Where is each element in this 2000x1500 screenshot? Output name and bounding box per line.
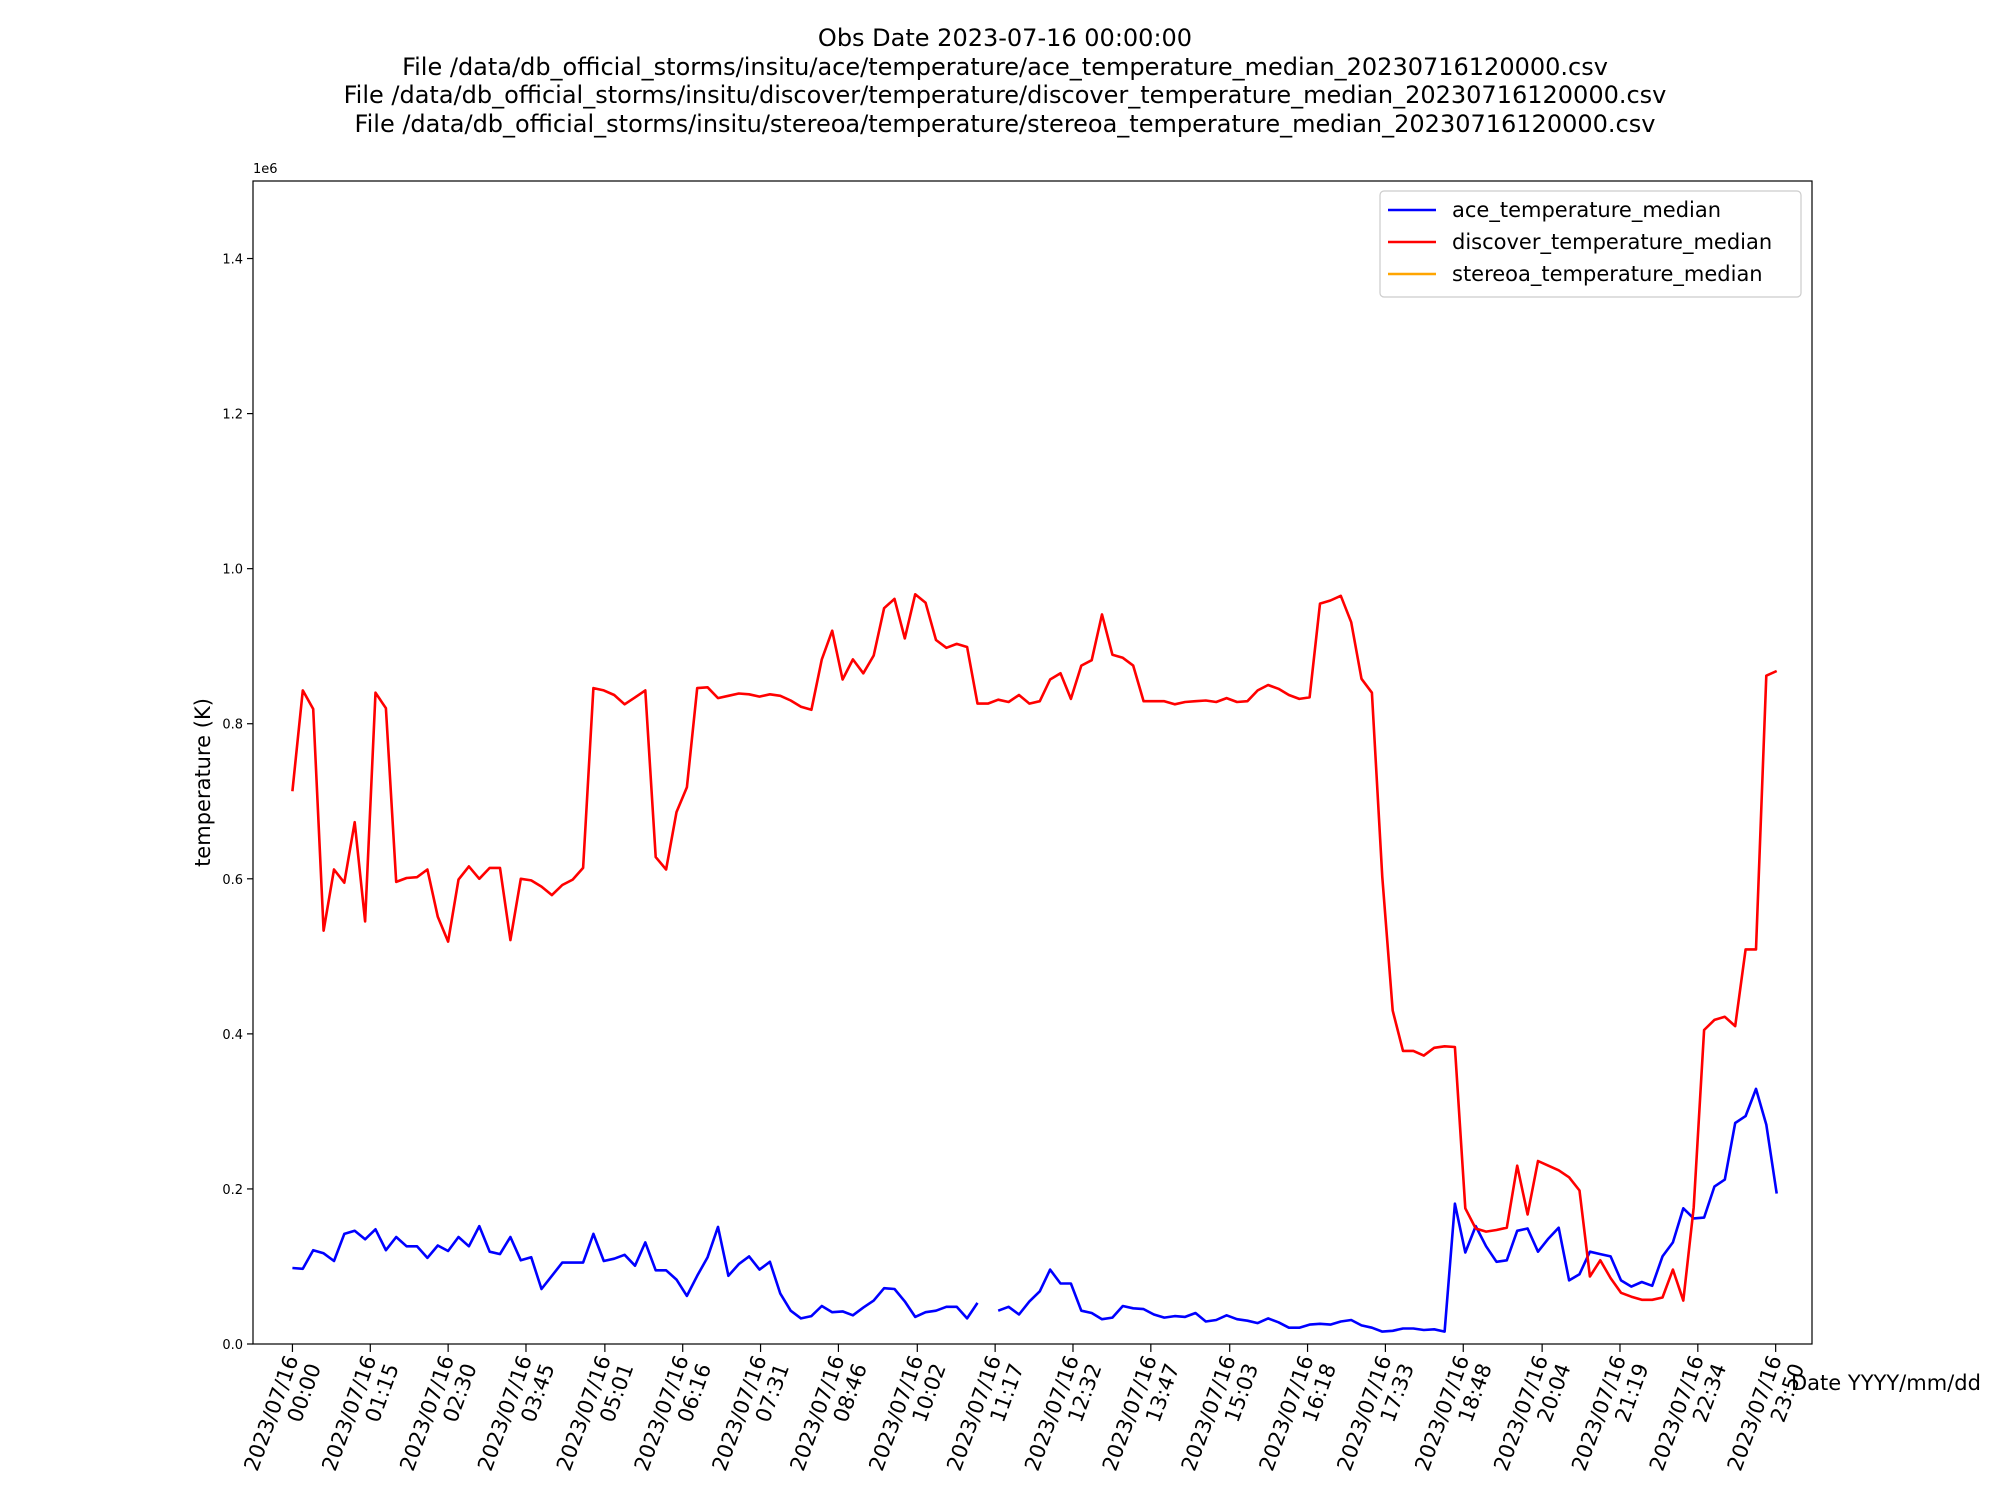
legend-entry-label: ace_temperature_median	[1452, 198, 1721, 223]
y-tick-label: 0.6	[222, 873, 243, 888]
y-axis-label: temperature (K)	[191, 698, 215, 867]
x-axis: 2023/07/1600:002023/07/1601:152023/07/16…	[239, 1344, 1809, 1474]
title-line-stereoa-file: File /data/db_official_storms/insitu/ste…	[354, 109, 1656, 138]
title-line-obs-date: Obs Date 2023-07-16 00:00:00	[817, 24, 1193, 52]
plot-frame	[252, 180, 1813, 1345]
y-tick-label: 1.2	[222, 408, 243, 423]
legend: ace_temperature_median discover_temperatu…	[1379, 190, 1802, 298]
chart-title: Obs Date 2023-07-16 00:00:00 File /data/…	[0, 24, 2000, 138]
title-line-discover-file: File /data/db_official_storms/insitu/dis…	[343, 81, 1667, 109]
y-tick-label: 0.0	[222, 1338, 243, 1353]
y-tick-label: 0.4	[222, 1028, 243, 1043]
x-axis-label: Date YYYY/mm/dd	[1791, 1371, 1981, 1395]
title-line-ace-file: File /data/db_official_storms/insitu/ace…	[402, 52, 1608, 81]
series-line-1	[291, 593, 1778, 1302]
series-line-0	[292, 1087, 1778, 1333]
legend-entry-label: stereoa_temperature_median	[1452, 262, 1763, 287]
x-tick-label: 2023/07/1612:32	[1020, 1352, 1107, 1474]
y-tick-label: 0.8	[222, 718, 243, 733]
plot-lines	[291, 593, 1778, 1333]
legend-entry-label: discover_temperature_median	[1452, 230, 1772, 255]
y-tick-label: 1.0	[222, 563, 243, 578]
y-tick-label: 0.2	[222, 1183, 243, 1198]
legend-box	[1379, 190, 1802, 298]
y-tick-label: 1.4	[222, 253, 243, 268]
y-axis: 0.0 0.2 0.4 0.6 0.8 1.0 1.2 1.4	[222, 253, 253, 1353]
y-axis-multiplier: 1e6	[253, 162, 278, 177]
